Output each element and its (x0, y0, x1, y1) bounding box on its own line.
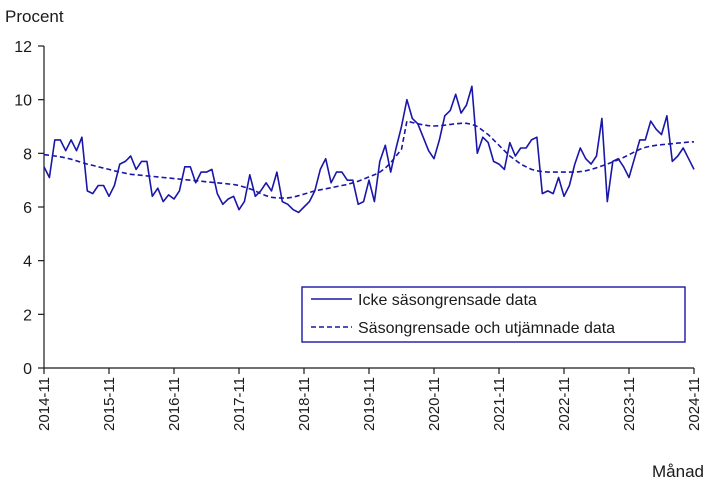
x-axis-label: Månad (652, 462, 704, 481)
x-tick-label: 2019-11 (361, 377, 378, 431)
legend: Icke säsongrensade data Säsongrensade och… (301, 286, 686, 343)
y-tick-label: 4 (23, 254, 32, 271)
series-lines (43, 85, 695, 214)
series-line-smoothed (43, 120, 695, 199)
x-tick-label: 2023-11 (621, 377, 638, 431)
series-line-raw (43, 85, 695, 214)
legend-box (301, 286, 686, 343)
x-tick-label: 2016-11 (166, 377, 183, 431)
legend-label: Säsongrensade och utjämnade data (358, 320, 615, 337)
x-tick-label: 2024-11 (686, 377, 703, 431)
y-tick-label: 2 (23, 307, 32, 324)
x-tick-label: 2017-11 (231, 377, 248, 431)
y-tick-label: 6 (23, 200, 32, 217)
x-tick-label: 2022-11 (556, 377, 573, 431)
legend-label: Icke säsongrensade data (358, 292, 537, 309)
y-tick-label: 12 (14, 39, 32, 56)
x-tick-label: 2018-11 (296, 377, 313, 431)
y-tick-label: 10 (14, 93, 32, 110)
x-axis-ticks: 2014-11 2015-11 2016-11 2017-11 2018-11 2019-… (36, 368, 703, 431)
y-tick-label: 0 (23, 361, 32, 378)
x-tick-label: 2021-11 (491, 377, 508, 431)
y-tick-label: 8 (23, 146, 32, 163)
x-tick-label: 2015-11 (101, 377, 118, 431)
y-axis-ticks: 0 2 4 6 8 10 12 (14, 39, 44, 378)
x-tick-label: 2014-11 (36, 377, 53, 431)
y-axis-label: Procent (5, 7, 64, 26)
x-tick-label: 2020-11 (426, 377, 443, 431)
